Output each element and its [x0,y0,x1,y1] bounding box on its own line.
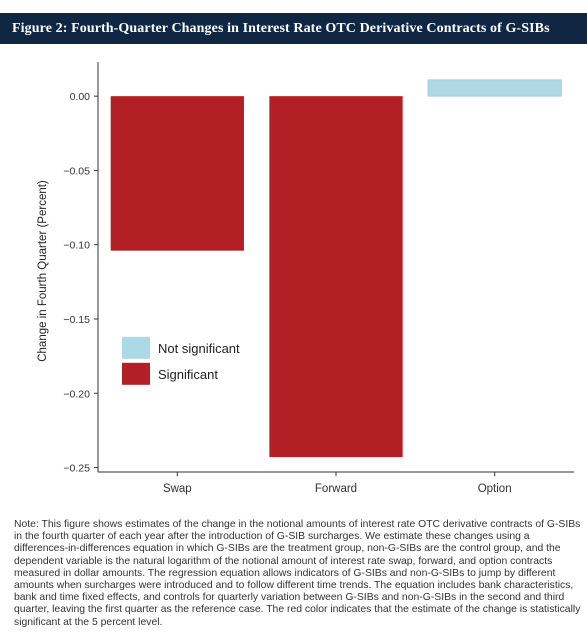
y-tick-label: −0.10 [63,240,90,252]
legend-swatch [122,362,150,385]
y-tick-label: −0.20 [63,388,90,400]
x-tick-label: Swap [163,483,192,495]
y-tick-label: −0.25 [63,463,90,475]
bar-forward [269,96,403,458]
figure-note: Note: This figure shows estimates of the… [14,519,581,628]
x-tick-label: Option [478,483,512,495]
legend-swatch [122,336,150,359]
y-tick-label: −0.15 [63,314,90,326]
legend-label: Significant [158,367,218,382]
chart-legend: Not significant Significant [122,336,240,385]
bar-option [427,79,562,97]
chart-bars [110,79,562,458]
y-tick-label: −0.05 [63,165,90,177]
bar-swap [110,96,244,251]
figure-header: Figure 2: Fourth-Quarter Changes in Inte… [0,13,587,44]
legend-label: Not significant [158,341,240,356]
y-axis-title: Change in Fourth Quarter (Percent) [37,180,49,362]
bar-chart: 0.00 −0.05 −0.10 −0.15 −0.20 −0.25 Change in F… [37,62,574,495]
y-tick-label: 0.00 [70,91,91,103]
x-tick-label: Forward [315,483,357,495]
chart-axes: 0.00 −0.05 −0.10 −0.15 −0.20 −0.25 Change in F… [37,62,574,495]
chart-container: 0.00 −0.05 −0.10 −0.15 −0.20 −0.25 Change in F… [0,44,587,504]
